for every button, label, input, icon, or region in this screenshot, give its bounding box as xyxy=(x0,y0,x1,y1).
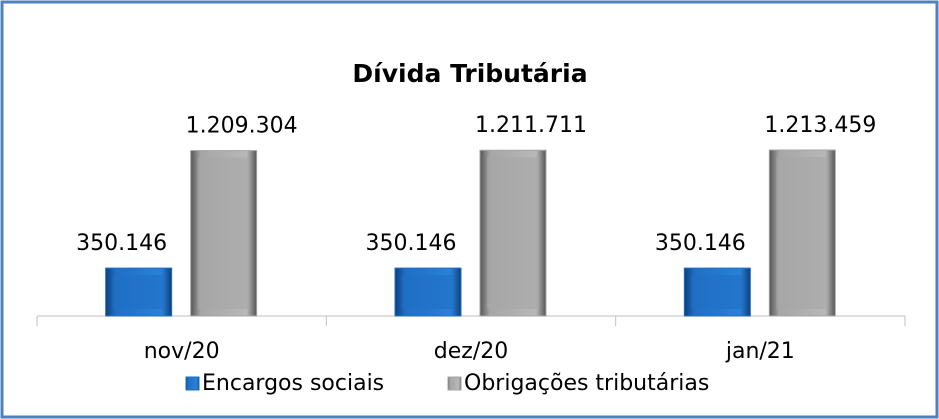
bar-face xyxy=(197,157,250,309)
value-label: 350.146 xyxy=(366,231,457,256)
legend-swatch xyxy=(447,376,462,391)
value-label: 350.146 xyxy=(655,231,746,256)
x-tick-label: nov/20 xyxy=(144,339,220,364)
chart-title: Dívida Tributária xyxy=(352,59,587,88)
x-tick-label: jan/21 xyxy=(725,339,795,364)
bar-face xyxy=(487,157,539,309)
value-label: 1.209.304 xyxy=(186,114,298,139)
legend-label: Obrigações tributárias xyxy=(464,371,709,396)
legend-label: Encargos sociais xyxy=(202,371,384,396)
bar-face xyxy=(402,275,454,309)
bar-face xyxy=(112,275,165,309)
value-label: 1.213.459 xyxy=(764,113,876,138)
value-label: 350.146 xyxy=(76,231,167,256)
bar-face xyxy=(691,275,744,309)
value-label: 1.211.711 xyxy=(475,113,587,138)
legend-swatch xyxy=(185,376,200,391)
bar-face xyxy=(776,157,829,309)
x-tick-label: dez/20 xyxy=(434,339,508,364)
